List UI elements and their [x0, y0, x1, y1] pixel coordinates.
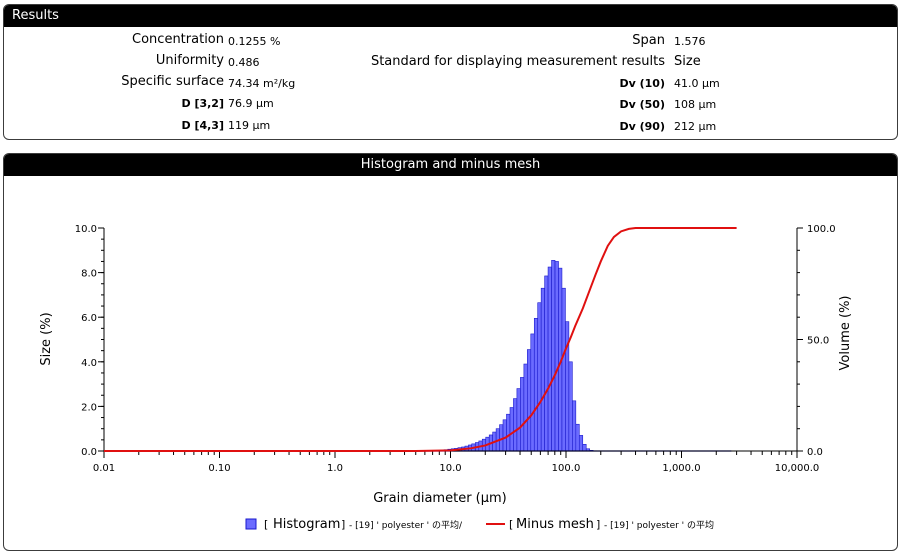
display-standard-value: Size	[674, 54, 701, 69]
x-tick-label: 0.01	[93, 463, 115, 474]
x-tick-label: 100.0	[552, 463, 581, 474]
results-panel: Results Concentration 0.1255 % Uniformit…	[3, 4, 898, 140]
legend-mesh-suffix: - [19] ' polyester ' の平均	[604, 519, 714, 531]
legend-histogram-open: [	[264, 518, 268, 531]
chart-axes: 0.0 2.0 4.0 6.0 8.0 10.0 0.0 50.0 100.0 0.01 0.10 1…	[75, 224, 836, 474]
d32-label: D [3,2]	[181, 97, 224, 110]
legend-mesh-label: Minus mesh	[516, 517, 594, 532]
histogram-bar	[533, 318, 539, 452]
histogram-bar	[544, 275, 549, 452]
histogram-bar	[575, 423, 580, 452]
dv10-value: 41.0 μm	[674, 77, 720, 90]
histogram-bar	[530, 333, 535, 452]
y-tick-label: 8.0	[81, 269, 97, 280]
legend-histogram-suffix: - [19] ' polyester ' の平均/	[349, 519, 463, 531]
histogram-bar	[572, 400, 577, 452]
d43-value: 119 μm	[228, 119, 271, 132]
y-axis-title: Size (%)	[39, 312, 54, 365]
x-tick-label: 1,000.0	[662, 463, 700, 474]
y-tick-label: 2.0	[81, 402, 97, 413]
legend-histogram-swatch	[245, 518, 257, 530]
histogram-bar	[513, 398, 518, 452]
histogram-bar	[554, 261, 559, 452]
dv90-label: Dv (90)	[619, 120, 666, 133]
histogram-bar	[520, 377, 525, 452]
y-tick-label: 10.0	[75, 224, 97, 235]
histogram-bar	[506, 413, 511, 452]
y-tick-label: 4.0	[81, 358, 97, 369]
x-tick-label: 10.0	[439, 463, 461, 474]
display-standard-label: Standard for displaying measurement resu…	[370, 54, 665, 69]
chart-legend: [ Histogram ] - [19] ' polyester ' の平均/ …	[245, 517, 714, 532]
legend-histogram-label: Histogram	[273, 517, 340, 532]
histogram-bar	[561, 287, 566, 452]
dv50-label: Dv (50)	[619, 98, 666, 111]
dv90-value: 212 μm	[674, 120, 717, 133]
histogram-bar	[516, 388, 521, 452]
y-tick-label: 0.0	[81, 447, 97, 458]
histogram-bar	[537, 302, 542, 452]
results-header: Results	[4, 5, 897, 27]
histogram-bar	[540, 287, 545, 452]
concentration-label: Concentration	[132, 32, 224, 47]
histogram-bar	[578, 435, 584, 452]
uniformity-value: 0.486	[228, 56, 260, 69]
histogram-bars	[440, 260, 597, 452]
histogram-bar	[551, 260, 556, 452]
concentration-value: 0.1255 %	[228, 35, 281, 48]
legend-mesh-close: ]	[596, 518, 600, 531]
histogram-bar	[509, 407, 514, 452]
y2-axis-title: Volume (%)	[838, 296, 853, 371]
x-tick-label: 1.0	[327, 463, 343, 474]
specific-surface-label: Specific surface	[121, 74, 224, 89]
histogram-panel: Histogram and minus mesh	[3, 153, 898, 551]
span-value: 1.576	[674, 35, 706, 48]
legend-histogram-close: ]	[341, 518, 345, 531]
x-axis-title: Grain diameter (μm)	[373, 491, 507, 506]
histogram-header: Histogram and minus mesh	[4, 154, 897, 176]
span-label: Span	[632, 33, 665, 48]
histogram-bar	[523, 363, 528, 452]
specific-surface-value: 74.34 m²/kg	[228, 77, 296, 90]
minus-mesh-line	[104, 227, 737, 452]
histogram-bar	[502, 419, 507, 452]
uniformity-label: Uniformity	[155, 53, 224, 68]
dv10-label: Dv (10)	[619, 77, 666, 90]
x-tick-label: 0.10	[208, 463, 230, 474]
d43-label: D [4,3]	[181, 119, 224, 132]
y-tick-label: 6.0	[81, 313, 97, 324]
histogram-bar	[568, 361, 573, 452]
histogram-bar	[547, 266, 552, 452]
y2-tick-label: 0.0	[807, 447, 823, 458]
y2-tick-label: 50.0	[807, 336, 829, 347]
legend-mesh-open: [	[509, 518, 513, 531]
d32-value: 76.9 μm	[228, 97, 274, 110]
histogram-bar	[527, 349, 532, 452]
x-tick-label: 10,000.0	[775, 463, 820, 474]
dv50-value: 108 μm	[674, 98, 717, 111]
y2-tick-label: 100.0	[807, 224, 836, 235]
histogram-bar	[582, 444, 587, 452]
